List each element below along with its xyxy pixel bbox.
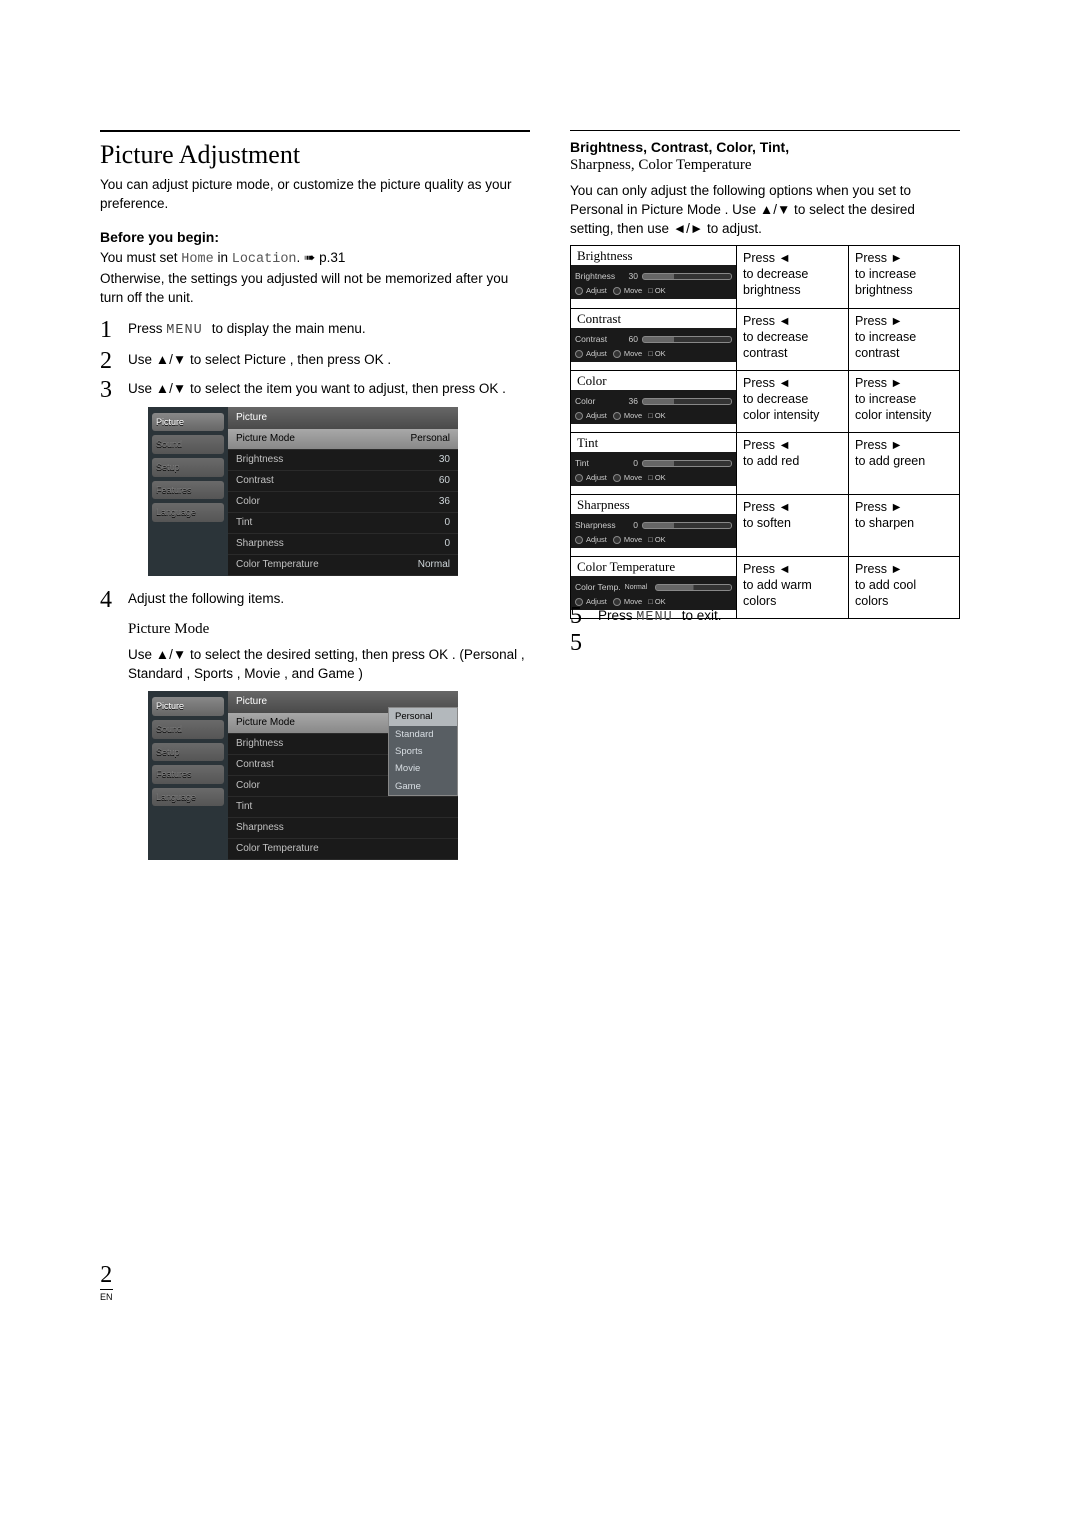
osd2-tab-language[interactable]: Language [152,788,224,807]
osd2-tab-setup[interactable]: Setup [152,743,224,762]
picture-mode-text: Use ▲/▼ to select the desired setting, t… [128,646,530,684]
adj-title: Contrast [571,309,736,328]
adj-decrease: Press ◄to decreasecolor intensity [736,371,848,432]
mode-game[interactable]: Game [389,778,457,795]
osd2-tab-sound[interactable]: Sound [152,720,224,739]
adj-increase: Press ►to increasebrightness [848,246,959,308]
adj-title: Color [571,371,736,390]
adj-decrease: Press ◄to decreasebrightness [736,246,848,308]
mode-movie[interactable]: Movie [389,760,457,777]
adj-title: Sharpness [571,495,736,514]
picture-mode-heading: Picture Mode [128,619,530,640]
osd-tab-language[interactable]: Language [152,503,224,522]
osd-row-sharpness[interactable]: Sharpness0 [228,534,458,555]
osd-mode-popup: Personal Standard Sports Movie Game [388,707,458,795]
section-rule [100,130,530,132]
osd-header: Picture [228,407,458,429]
intro-text: You can adjust picture mode, or customiz… [100,176,530,214]
adj-row-color: ColorColor36AdjustMove□ OKPress ◄to decr… [571,370,959,432]
adj-osd: Tint0AdjustMove□ OK [571,452,736,487]
step-1: Press MENU to display the main menu. [100,320,530,341]
before-begin-label: Before you begin: [100,228,530,248]
adj-increase: Press ►to add green [848,433,959,494]
osd-tab-features[interactable]: Features [152,481,224,500]
osd-row-brightness[interactable]: Brightness30 [228,450,458,471]
mode-standard[interactable]: Standard [389,726,457,743]
osd2-row-colortemp: Color Temperature [228,839,458,860]
adj-increase: Press ►to increasecontrast [848,309,959,370]
osd2-row-sharpness: Sharpness [228,818,458,839]
osd-tab-picture[interactable]: Picture [152,413,224,432]
osd-tab-setup[interactable]: Setup [152,458,224,477]
step-2: Use ▲/▼ to select Picture , then press O… [100,351,530,370]
adj-decrease: Press ◄to decreasecontrast [736,309,848,370]
adj-row-tint: TintTint0AdjustMove□ OKPress ◄to add red… [571,432,959,494]
adj-row-contrast: ContrastContrast60AdjustMove□ OKPress ◄t… [571,308,959,370]
right-lead: You can only adjust the following option… [570,182,960,239]
adj-osd: Color Temp.NormalAdjustMove□ OK [571,576,736,611]
adj-decrease: Press ◄to add red [736,433,848,494]
mode-personal[interactable]: Personal [389,708,457,725]
osd-sidebar: Picture Sound Setup Features Language [148,407,228,576]
step-5-text: Press MENU to exit. [570,607,960,628]
page-number: 2 EN [100,1262,113,1302]
osd2-tab-features[interactable]: Features [152,765,224,784]
adj-osd: Color36AdjustMove□ OK [571,390,736,425]
adj-osd: Contrast60AdjustMove□ OK [571,328,736,363]
osd2-tab-picture[interactable]: Picture [152,697,224,716]
osd-picture-menu: Picture Sound Setup Features Language Pi… [148,407,458,576]
adjustment-table: BrightnessBrightness30AdjustMove□ OKPres… [570,245,960,619]
adj-row-brightness: BrightnessBrightness30AdjustMove□ OKPres… [571,246,959,308]
adj-increase: Press ►to increasecolor intensity [848,371,959,432]
adj-row-sharpness: SharpnessSharpness0AdjustMove□ OKPress ◄… [571,494,959,556]
osd-tab-sound[interactable]: Sound [152,435,224,454]
right-heading-sub: Sharpness, Color Temperature [570,157,960,174]
mode-sports[interactable]: Sports [389,743,457,760]
adj-decrease: Press ◄to soften [736,495,848,556]
osd-row-picturemode[interactable]: Picture ModePersonal [228,429,458,450]
osd-row-contrast[interactable]: Contrast60 [228,471,458,492]
adj-title: Brightness [571,246,736,265]
right-heading-bold: Brightness, Contrast, Color, Tint, [570,139,960,155]
step-4: Adjust the following items. Picture Mode… [100,590,530,861]
page-title: Picture Adjustment [100,140,530,170]
before-begin-text: You must set Home in Location. ➠ p.31 Ot… [100,249,530,308]
osd-row-colortemp[interactable]: Color TemperatureNormal [228,555,458,576]
osd-picture-mode-menu: Picture Sound Setup Features Language Pi… [148,691,458,860]
adj-osd: Brightness30AdjustMove□ OK [571,265,736,300]
step-3: Use ▲/▼ to select the item you want to a… [100,380,530,576]
adj-increase: Press ►to sharpen [848,495,959,556]
osd2-row-tint: Tint [228,797,458,818]
adj-title: Color Temperature [571,557,736,576]
osd-row-tint[interactable]: Tint0 [228,513,458,534]
adj-osd: Sharpness0AdjustMove□ OK [571,514,736,549]
osd-sidebar-2: Picture Sound Setup Features Language [148,691,228,860]
osd-row-color[interactable]: Color36 [228,492,458,513]
right-rule [570,130,960,131]
adj-title: Tint [571,433,736,452]
